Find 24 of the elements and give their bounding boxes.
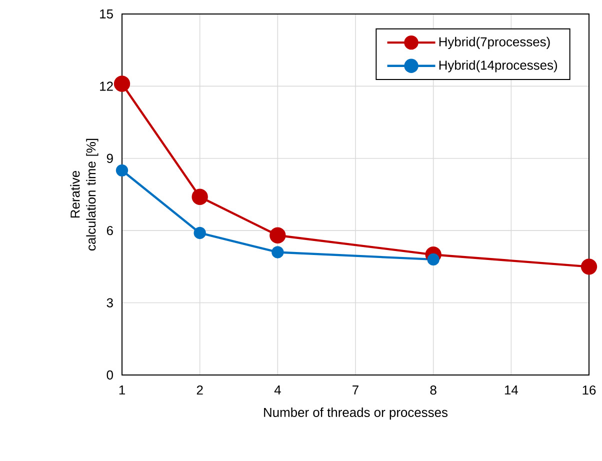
y-tick-label: 0 <box>106 370 113 380</box>
point <box>192 188 208 205</box>
x-tick-label: 14 <box>504 386 518 394</box>
x-tick-label: 1 <box>119 386 125 394</box>
y-tick-label: 12 <box>100 82 113 91</box>
y-tick-label: 15 <box>100 9 113 19</box>
y-tick-label: 6 <box>106 226 113 236</box>
x-tick-label: 8 <box>430 385 436 395</box>
x-axis-title: Number of threads or processes <box>264 407 448 420</box>
y-tick-label: 9 <box>106 154 113 163</box>
legend-label: Hybrid(7processes) <box>439 36 550 49</box>
x-tick-label: 7 <box>352 386 358 394</box>
legend-label: Hybrid(14processes) <box>439 60 558 72</box>
point <box>116 164 128 177</box>
x-tick-label: 16 <box>582 385 596 395</box>
y-tick-label: 3 <box>106 298 113 308</box>
point <box>580 258 598 275</box>
x-tick-label: 4 <box>274 386 281 394</box>
point <box>114 76 130 92</box>
x-tick-label: 2 <box>196 385 203 395</box>
point <box>194 226 206 240</box>
point <box>270 227 286 244</box>
point <box>272 246 284 258</box>
y-axis-title: Rerative calculation time [%] <box>70 138 98 250</box>
